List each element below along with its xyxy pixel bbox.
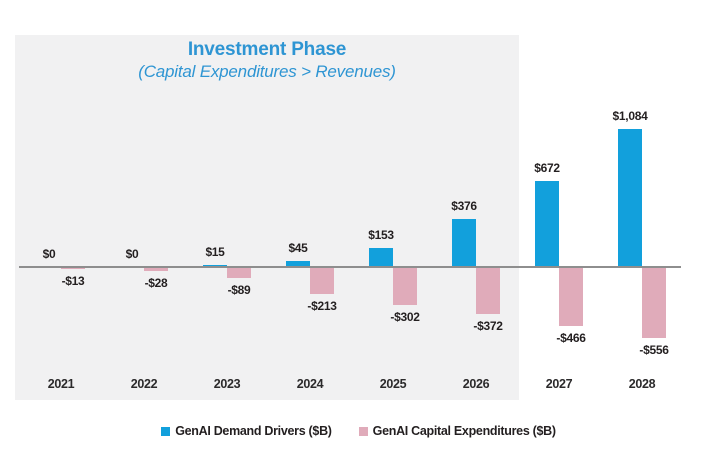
x-axis-label-2024: 2024 <box>296 377 324 391</box>
investment-phase-shaded-region <box>15 35 519 400</box>
bar-capex-2023 <box>227 267 251 278</box>
bar-demand-2025 <box>369 248 393 267</box>
x-axis-label-2026: 2026 <box>462 377 490 391</box>
bar-demand-2028 <box>618 129 642 267</box>
bar-demand-2026 <box>452 219 476 267</box>
value-label-demand-2025: $153 <box>368 228 394 242</box>
bar-demand-2027 <box>535 181 559 267</box>
value-label-demand-2023: $15 <box>205 245 225 259</box>
value-label-capex-2025: -$302 <box>390 310 420 324</box>
value-label-demand-2024: $45 <box>288 241 308 255</box>
value-label-capex-2027: -$466 <box>556 331 586 345</box>
legend-item-demand-drivers: GenAI Demand Drivers ($B) <box>161 424 332 438</box>
value-label-capex-2028: -$556 <box>639 343 669 357</box>
x-axis-label-2023: 2023 <box>213 377 241 391</box>
legend-label: GenAI Capital Expenditures ($B) <box>372 424 556 438</box>
legend-swatch-blue-icon <box>161 426 171 436</box>
value-label-capex-2023: -$89 <box>227 283 251 297</box>
bar-capex-2026 <box>476 267 500 314</box>
x-axis-line <box>19 266 681 268</box>
bar-capex-2027 <box>559 267 583 326</box>
value-label-demand-2027: $672 <box>534 161 560 175</box>
x-axis-label-2022: 2022 <box>130 377 158 391</box>
chart-subtitle: (Capital Expenditures > Revenues) <box>138 62 396 81</box>
value-label-capex-2022: -$28 <box>144 276 168 290</box>
chart-title: Investment Phase <box>187 39 347 60</box>
value-label-capex-2024: -$213 <box>307 299 337 313</box>
x-axis-label-2021: 2021 <box>47 377 75 391</box>
x-axis-label-2027: 2027 <box>545 377 573 391</box>
value-label-demand-2028: $1,084 <box>612 109 648 123</box>
value-label-capex-2026: -$372 <box>473 319 503 333</box>
bar-capex-2028 <box>642 267 666 338</box>
bar-capex-2021 <box>61 267 85 269</box>
value-label-demand-2022: $0 <box>125 247 139 261</box>
x-axis-label-2025: 2025 <box>379 377 407 391</box>
bar-capex-2025 <box>393 267 417 305</box>
legend: GenAI Demand Drivers ($B) GenAI Capital … <box>0 424 717 438</box>
value-label-demand-2021: $0 <box>42 247 56 261</box>
bar-capex-2022 <box>144 267 168 271</box>
x-axis-label-2028: 2028 <box>628 377 656 391</box>
legend-label: GenAI Demand Drivers ($B) <box>175 424 332 438</box>
value-label-capex-2021: -$13 <box>61 274 85 288</box>
bar-capex-2024 <box>310 267 334 294</box>
legend-item-capital-expenditures: GenAI Capital Expenditures ($B) <box>358 424 556 438</box>
legend-swatch-pink-icon <box>358 426 368 436</box>
value-label-demand-2026: $376 <box>451 199 477 213</box>
bar-demand-2024 <box>286 261 310 267</box>
